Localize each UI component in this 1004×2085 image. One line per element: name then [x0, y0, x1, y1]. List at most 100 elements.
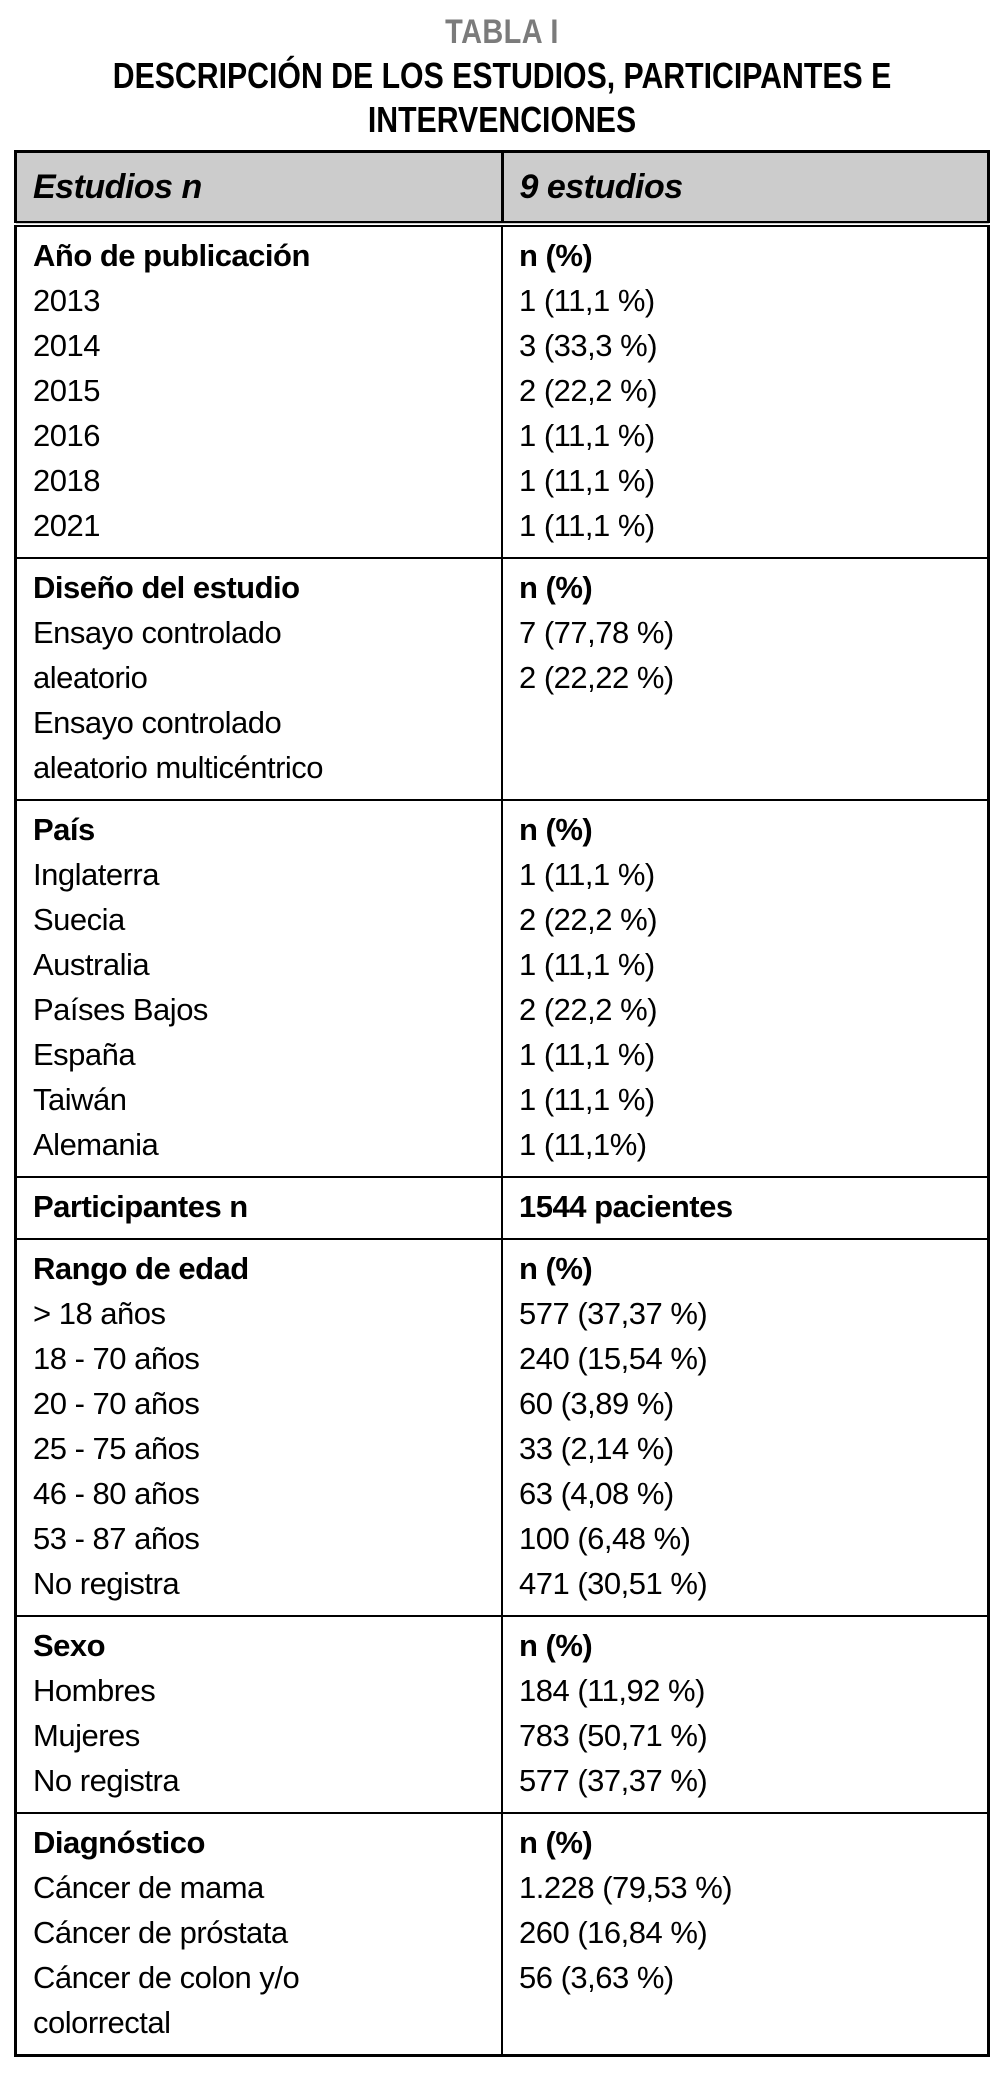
section-label: Participantes n	[33, 1189, 248, 1224]
section-labels-cell: País Inglaterra Suecia Australia Países Bajo…	[14, 799, 503, 1178]
section-label: Diagnóstico	[33, 1825, 205, 1860]
item-value: 100 (6,48 %)	[519, 1521, 691, 1556]
section-value-header: n (%)	[519, 1628, 593, 1663]
section-value-header: n (%)	[519, 1825, 593, 1860]
item-value: 1 (11,1 %)	[519, 1037, 655, 1072]
item-value: 7 (77,78 %)	[519, 615, 674, 650]
item-label: 18 - 70 años	[33, 1341, 200, 1376]
item-label: Cáncer de próstata	[33, 1915, 288, 1950]
section-label: Diseño del estudio	[33, 570, 300, 605]
item-value: 2 (22,2 %)	[519, 902, 658, 937]
section-value-header: n (%)	[519, 812, 593, 847]
section-row: País Inglaterra Suecia Australia Países Bajo…	[14, 799, 990, 1178]
item-label: Hombres	[33, 1673, 156, 1708]
item-value: 577 (37,37 %)	[519, 1296, 708, 1331]
header-cell-estudios: Estudios n	[14, 150, 504, 227]
section-row: Participantes n 1544 pacientes	[14, 1176, 990, 1240]
item-value: 1 (11,1%)	[519, 1127, 647, 1162]
section-values-cell: n (%) 1.228 (79,53 %) 260 (16,84 %) 56 (3,6…	[501, 1812, 990, 2057]
item-value: 3 (33,3 %)	[519, 328, 658, 363]
item-value: 1 (11,1 %)	[519, 857, 655, 892]
section-labels-cell: Sexo Hombres Mujeres No registra	[14, 1615, 503, 1814]
item-label: Australia	[33, 947, 150, 982]
item-label: España	[33, 1037, 136, 1072]
item-value: 1 (11,1 %)	[519, 508, 655, 543]
item-label: > 18 años	[33, 1296, 166, 1331]
section-values-cell: n (%) 184 (11,92 %) 783 (50,71 %) 577 (37,3…	[501, 1615, 990, 1814]
table-header: Estudios n 9 estudios	[14, 150, 990, 227]
item-value: 1 (11,1 %)	[519, 1082, 655, 1117]
item-value: 2 (22,2 %)	[519, 992, 658, 1027]
section-row: Diagnóstico Cáncer de mama Cáncer de próst…	[14, 1812, 990, 2057]
item-label: Taiwán	[33, 1082, 127, 1117]
section-labels-cell: Diseño del estudio Ensayo controlado alea…	[14, 557, 503, 801]
item-value: 471 (30,51 %)	[519, 1566, 708, 1601]
item-value: 184 (11,92 %)	[519, 1673, 705, 1708]
section-row: Año de publicación 2013 2014 2015 2016 2018 20…	[14, 223, 990, 559]
item-label: Ensayo controlado aleatorio multicéntric…	[33, 705, 324, 785]
table-number-title: TABLA I	[445, 13, 559, 51]
item-label: 2014	[33, 328, 100, 363]
item-label: Cáncer de colon y/o colorrectal	[33, 1960, 300, 2040]
section-value-header: n (%)	[519, 570, 593, 605]
item-label: Alemania	[33, 1127, 159, 1162]
item-value: 2 (22,22 %)	[519, 660, 674, 695]
item-value: 56 (3,63 %)	[519, 1960, 674, 1995]
item-value: 1 (11,1 %)	[519, 463, 655, 498]
item-label: No registra	[33, 1763, 180, 1798]
section-row: Rango de edad > 18 años 18 - 70 años 20 - 7…	[14, 1238, 990, 1617]
section-label: Sexo	[33, 1628, 106, 1663]
section-values-cell: n (%) 577 (37,37 %) 240 (15,54 %) 60 (3,89 …	[501, 1238, 990, 1617]
item-label: Cáncer de mama	[33, 1870, 264, 1905]
section-labels-cell: Año de publicación 2013 2014 2015 2016 2018 20…	[14, 223, 503, 559]
item-label: Suecia	[33, 902, 125, 937]
item-value: 1 (11,1 %)	[519, 947, 655, 982]
item-label: 25 - 75 años	[33, 1431, 200, 1466]
item-label: 2021	[33, 508, 100, 543]
item-label: Mujeres	[33, 1718, 140, 1753]
item-value: 33 (2,14 %)	[519, 1431, 674, 1466]
section-value-header: n (%)	[519, 238, 593, 273]
item-value: 60 (3,89 %)	[519, 1386, 674, 1421]
item-label: Países Bajos	[33, 992, 208, 1027]
item-value: 2 (22,2 %)	[519, 373, 658, 408]
item-label: No registra	[33, 1566, 180, 1601]
item-value: 1 (11,1 %)	[519, 283, 655, 318]
section-values-cell: 1544 pacientes	[501, 1176, 990, 1240]
section-labels-cell: Rango de edad > 18 años 18 - 70 años 20 - 7…	[14, 1238, 503, 1617]
section-labels-cell: Participantes n	[14, 1176, 503, 1240]
item-value: 260 (16,84 %)	[519, 1915, 708, 1950]
item-label: 46 - 80 años	[33, 1476, 200, 1511]
item-value: 240 (15,54 %)	[519, 1341, 708, 1376]
item-label: 53 - 87 años	[33, 1521, 200, 1556]
section-values-cell: n (%) 1 (11,1 %) 3 (33,3 %) 2 (22,2 %) 1 (11…	[501, 223, 990, 559]
table-body: Año de publicación 2013 2014 2015 2016 2018 20…	[14, 223, 990, 2057]
item-label: 20 - 70 años	[33, 1386, 200, 1421]
item-label: Inglaterra	[33, 857, 159, 892]
section-values-cell: n (%) 7 (77,78 %) 2 (22,22 %)	[501, 557, 990, 801]
section-label: Año de publicación	[33, 238, 310, 273]
item-value: 783 (50,71 %)	[519, 1718, 708, 1753]
item-label: 2013	[33, 283, 100, 318]
item-label: 2015	[33, 373, 100, 408]
section-row: Sexo Hombres Mujeres No registra n (%) 184 (1…	[14, 1615, 990, 1814]
section-value-header: n (%)	[519, 1251, 593, 1286]
item-label: 2016	[33, 418, 100, 453]
table-subtitle: DESCRIPCIÓN DE LOS ESTUDIOS, PARTICIPANT…	[112, 55, 892, 140]
item-value: 1 (11,1 %)	[519, 418, 655, 453]
section-label: Rango de edad	[33, 1251, 249, 1286]
item-value: 63 (4,08 %)	[519, 1476, 674, 1511]
item-label: Ensayo controlado aleatorio	[33, 615, 282, 695]
item-label: 2018	[33, 463, 100, 498]
studies-description-table: Estudios n 9 estudios Año de publicación…	[14, 150, 990, 2057]
table-header-row: Estudios n 9 estudios	[14, 150, 990, 227]
section-values-cell: n (%) 1 (11,1 %) 2 (22,2 %) 1 (11,1 %) 2 (22…	[501, 799, 990, 1178]
header-cell-count: 9 estudios	[500, 150, 990, 227]
section-labels-cell: Diagnóstico Cáncer de mama Cáncer de próst…	[14, 1812, 503, 2057]
section-row: Diseño del estudio Ensayo controlado alea…	[14, 557, 990, 801]
item-value: 577 (37,37 %)	[519, 1763, 708, 1798]
section-value-header: 1544 pacientes	[519, 1189, 733, 1224]
section-label: País	[33, 812, 95, 847]
item-value: 1.228 (79,53 %)	[519, 1870, 733, 1905]
